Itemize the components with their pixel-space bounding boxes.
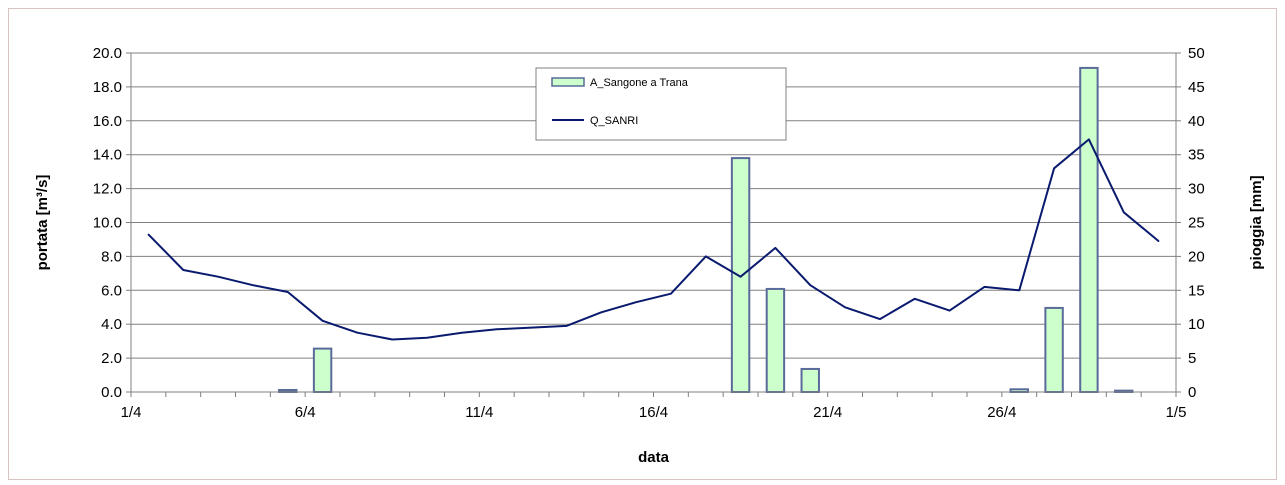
left-tick-label: 6.0 [101,282,122,299]
discharge-point [182,269,185,271]
right-tick-label: 10 [1188,316,1205,333]
left-axis-title: portata [m³/s] [34,175,51,271]
right-tick-label: 50 [1188,45,1205,62]
right-tick-label: 0 [1188,384,1196,401]
legend-label-discharge: Q_SANRI [590,115,638,127]
discharge-point [983,286,986,288]
rain-bar [765,287,786,393]
discharge-point [670,292,672,295]
rain-bar [312,347,333,393]
rain-bar [1079,66,1099,394]
discharge-point [461,331,463,334]
left-tick-label: 14.0 [93,147,122,164]
right-tick-label: 40 [1188,113,1205,130]
discharge-point [1122,211,1125,214]
discharge-point [704,255,707,258]
discharge-point [809,284,812,287]
left-tick-label: 16.0 [93,113,122,130]
discharge-point [356,331,359,334]
discharge-point [948,309,951,312]
discharge-point [844,306,846,309]
left-axis-ticks: 0.0 2.0 4.0 6.0 8.0 10.0 12.0 14.0 16.0 18.0 20.0 [93,45,131,401]
left-tick-label: 12.0 [93,181,122,198]
discharge-point [1018,289,1021,292]
discharge-point [879,318,881,320]
discharge-point [1088,138,1090,141]
legend-swatch-rain [551,77,585,87]
left-tick-label: 10.0 [93,215,122,232]
discharge-line-path [147,138,1160,341]
discharge-point [565,325,568,327]
legend: A_Sangone a Trana Q_SANRI [535,67,787,141]
discharge-point [391,338,394,341]
x-tick-label: 1/5 [1166,404,1187,421]
discharge-point [774,247,777,249]
discharge-point [530,326,533,329]
right-tick-label: 20 [1188,248,1205,265]
rain-bar [1044,306,1064,394]
right-axis-title: pioggia [mm] [1248,175,1265,269]
rain-bar [730,157,751,393]
discharge-point [913,297,916,300]
left-tick-label: 0.0 [101,384,122,401]
left-tick-label: 2.0 [101,350,122,367]
chart-svg: 0.02.04.06.08.010.012.014.016.018.020.0 … [34,45,1265,466]
x-tick-label: 1/4 [121,404,142,421]
x-axis-ticks: 1/4 6/4 11/4 16/4 21/4 26/4 1/5 [121,404,1187,421]
left-tick-label: 20.0 [93,45,122,62]
left-tick-label: 8.0 [101,248,122,265]
right-tick-label: 5 [1188,350,1196,367]
right-tick-label: 45 [1188,79,1205,96]
discharge-point [600,311,603,314]
x-tick-label: 11/4 [465,404,493,421]
x-tick-label: 26/4 [987,404,1016,421]
legend-label-rain: A_Sangone a Trana [590,77,689,89]
x-tick-label: 6/4 [295,404,316,421]
discharge-line [147,138,1160,341]
rain-bar [800,367,820,393]
right-tick-label: 15 [1188,282,1205,299]
discharge-point [495,328,498,331]
chart-frame: 0.0 2.0 4.0 6.0 8.0 10.0 12.0 14.0 16.0 18.0 20.0 … [8,8,1277,480]
discharge-point [286,291,289,293]
right-tick-label: 35 [1188,147,1205,164]
discharge-point [1157,240,1160,242]
left-tick-label: 4.0 [101,316,122,333]
discharge-point [1053,167,1055,170]
right-tick-label: 30 [1188,181,1205,198]
right-axis-ticks: 0 5 10 15 20 25 30 35 40 45 50 [1176,45,1205,401]
right-tick-label: 25 [1188,215,1205,232]
discharge-point [739,275,742,278]
discharge-point [321,320,324,322]
x-tick-label: 16/4 [639,404,668,421]
discharge-point [217,275,219,278]
x-tick-label: 21/4 [813,404,842,421]
left-tick-label: 18.0 [93,79,122,96]
discharge-point [635,301,637,303]
discharge-point [147,233,150,236]
x-axis-title: data [638,449,670,466]
discharge-point [252,284,254,287]
discharge-point [426,336,428,339]
